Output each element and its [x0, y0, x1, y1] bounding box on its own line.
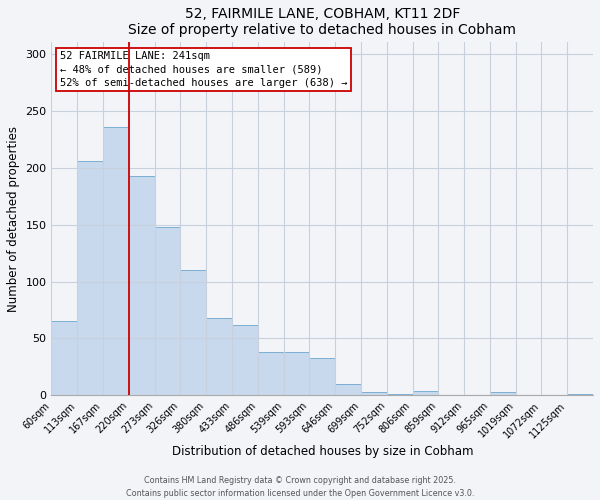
- Bar: [232, 325, 258, 396]
- Title: 52, FAIRMILE LANE, COBHAM, KT11 2DF
Size of property relative to detached houses: 52, FAIRMILE LANE, COBHAM, KT11 2DF Size…: [128, 7, 516, 37]
- Bar: [258, 352, 284, 396]
- Bar: [335, 384, 361, 396]
- Bar: [155, 227, 181, 396]
- Bar: [361, 392, 387, 396]
- Bar: [103, 126, 129, 396]
- Text: Contains HM Land Registry data © Crown copyright and database right 2025.
Contai: Contains HM Land Registry data © Crown c…: [126, 476, 474, 498]
- X-axis label: Distribution of detached houses by size in Cobham: Distribution of detached houses by size …: [172, 445, 473, 458]
- Bar: [52, 322, 77, 396]
- Text: 52 FAIRMILE LANE: 241sqm
← 48% of detached houses are smaller (589)
52% of semi-: 52 FAIRMILE LANE: 241sqm ← 48% of detach…: [59, 52, 347, 88]
- Bar: [129, 176, 155, 396]
- Bar: [181, 270, 206, 396]
- Bar: [310, 358, 335, 396]
- Bar: [567, 394, 593, 396]
- Bar: [490, 392, 515, 396]
- Y-axis label: Number of detached properties: Number of detached properties: [7, 126, 20, 312]
- Bar: [206, 318, 232, 396]
- Bar: [284, 352, 310, 396]
- Bar: [413, 391, 439, 396]
- Bar: [77, 161, 103, 396]
- Bar: [387, 394, 413, 396]
